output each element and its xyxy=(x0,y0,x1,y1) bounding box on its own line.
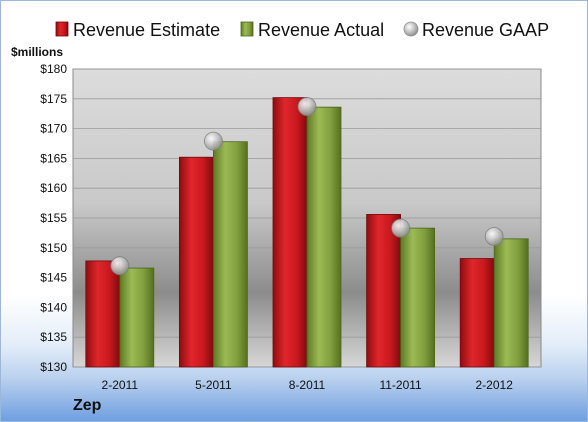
bar-revenue-actual xyxy=(400,227,436,368)
gaap-markers xyxy=(110,97,504,276)
bar-series xyxy=(85,97,529,368)
bar-revenue-estimate xyxy=(178,156,214,368)
legend-label-actual: Revenue Actual xyxy=(258,20,384,40)
y-axis-unit-label: $millions xyxy=(11,45,63,59)
x-tick-label: 2-2011 xyxy=(102,378,139,392)
x-tick-label: 11-2011 xyxy=(379,378,422,392)
legend-swatch-gaap xyxy=(403,21,419,37)
bar-revenue-estimate xyxy=(272,97,308,368)
y-tick-label: $140 xyxy=(40,300,67,314)
y-tick-label: $175 xyxy=(40,92,67,106)
bar-revenue-estimate xyxy=(366,214,402,368)
bar-revenue-estimate xyxy=(459,258,495,368)
x-tick-label: 5-2011 xyxy=(195,378,232,392)
y-tick-label: $155 xyxy=(40,211,67,225)
legend-label-estimate: Revenue Estimate xyxy=(73,20,220,40)
y-tick-label: $145 xyxy=(40,271,67,285)
y-tick-label: $135 xyxy=(40,330,67,344)
bar-revenue-actual xyxy=(493,238,529,368)
y-tick-label: $130 xyxy=(40,360,67,374)
bar-revenue-actual xyxy=(212,141,248,368)
x-axis-ticks: 2-2011 5-2011 8-2011 11-2011 2-2012 xyxy=(102,378,514,392)
legend-swatch-actual xyxy=(240,21,254,37)
bar-revenue-actual xyxy=(119,267,155,368)
y-tick-label: $165 xyxy=(40,151,67,165)
marker-revenue-gaap xyxy=(484,227,504,246)
y-tick-label: $180 xyxy=(40,62,67,76)
bar-revenue-actual xyxy=(306,106,342,368)
marker-revenue-gaap xyxy=(391,218,411,238)
legend-swatch-estimate xyxy=(55,21,69,37)
legend: Revenue Estimate Revenue Actual Revenue … xyxy=(55,20,549,40)
bar-revenue-estimate xyxy=(85,260,121,368)
y-tick-label: $170 xyxy=(40,122,67,136)
marker-revenue-gaap xyxy=(203,131,223,151)
y-tick-label: $160 xyxy=(40,181,67,195)
company-name: Zep xyxy=(73,397,102,414)
y-tick-label: $150 xyxy=(40,241,67,255)
marker-revenue-gaap xyxy=(110,256,130,276)
y-axis-ticks: $130 $135 $140 $145 $150 $155 $160 $165 $170 $175… xyxy=(40,62,67,374)
x-tick-label: 8-2011 xyxy=(289,378,326,392)
x-tick-label: 2-2012 xyxy=(476,378,514,392)
legend-label-gaap: Revenue GAAP xyxy=(422,20,549,40)
marker-revenue-gaap xyxy=(297,97,317,116)
